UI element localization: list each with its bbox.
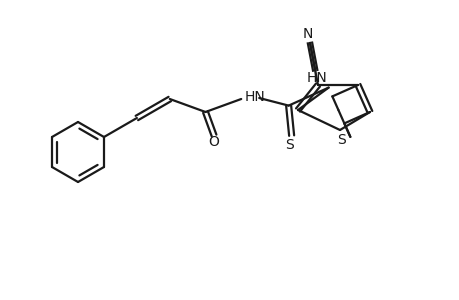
Text: O: O — [208, 136, 219, 149]
Text: HN: HN — [244, 90, 265, 104]
Text: S: S — [337, 133, 346, 147]
Text: S: S — [285, 138, 293, 152]
Text: HN: HN — [306, 70, 326, 85]
Text: N: N — [302, 27, 313, 41]
